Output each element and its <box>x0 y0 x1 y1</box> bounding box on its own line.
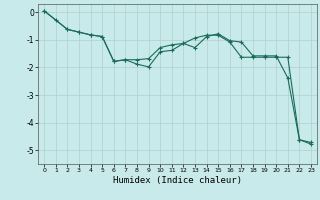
X-axis label: Humidex (Indice chaleur): Humidex (Indice chaleur) <box>113 176 242 185</box>
